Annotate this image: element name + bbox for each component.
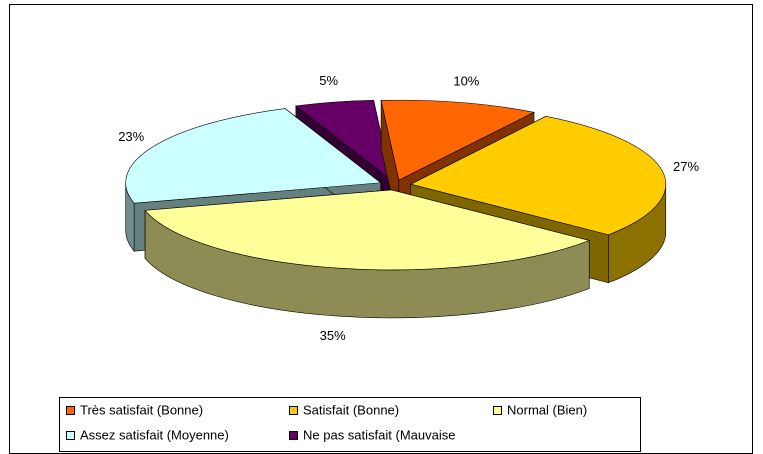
legend-label: Ne pas satisfait (Mauvaise [303, 427, 455, 442]
legend-label: Assez satisfait (Moyenne) [80, 427, 229, 442]
pie: 10% 27% 35% 23% 5% [118, 73, 699, 343]
slice-top [380, 99, 535, 181]
legend-label: Normal (Bien) [507, 402, 587, 417]
data-label: 10% [453, 74, 479, 89]
legend-box [59, 397, 641, 452]
legend-swatch [289, 431, 298, 440]
legend-label: Très satisfait (Bonne) [80, 402, 203, 417]
slice-top [125, 108, 382, 204]
pie-slice [144, 189, 591, 319]
slice-top [295, 99, 392, 181]
data-label: 23% [118, 129, 144, 144]
legend: Très satisfait (Bonne) Satisfait (Bonne) N… [59, 397, 641, 452]
slice-top [144, 189, 591, 271]
slice-top [409, 116, 667, 236]
data-label: 35% [320, 328, 346, 343]
legend-swatch [493, 406, 502, 415]
legend-swatch [289, 406, 298, 415]
data-label: 27% [673, 159, 699, 174]
legend-swatch [66, 431, 75, 440]
data-label: 5% [319, 73, 338, 88]
legend-swatch [66, 406, 75, 415]
legend-label: Satisfait (Bonne) [303, 402, 399, 417]
